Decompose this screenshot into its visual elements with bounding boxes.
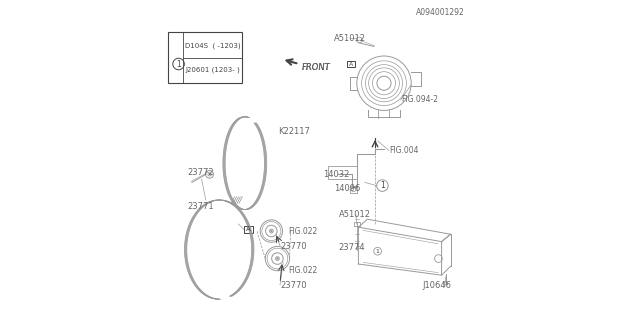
Bar: [349, 186, 357, 193]
Bar: [168, 32, 242, 83]
Text: FRONT: FRONT: [301, 63, 330, 72]
Text: 1: 1: [376, 249, 380, 254]
Text: 1: 1: [380, 181, 385, 190]
Text: 14096: 14096: [334, 184, 361, 193]
Circle shape: [271, 230, 273, 232]
Text: 23772: 23772: [187, 168, 214, 177]
Text: 1: 1: [176, 60, 181, 68]
Text: J20601 (1203- ): J20601 (1203- ): [186, 66, 240, 73]
Bar: [328, 166, 357, 179]
Text: FIG.004: FIG.004: [388, 146, 419, 155]
Text: A51012: A51012: [334, 34, 366, 43]
Text: A51012: A51012: [339, 210, 371, 219]
Text: 23770: 23770: [280, 281, 307, 290]
Text: 14032: 14032: [323, 170, 349, 179]
Text: 23771: 23771: [187, 202, 214, 211]
Text: A: A: [349, 62, 353, 67]
Bar: [354, 222, 360, 226]
Text: J10646: J10646: [422, 281, 451, 290]
Text: A094001292: A094001292: [416, 8, 465, 17]
Bar: [244, 226, 253, 233]
Text: 23770: 23770: [280, 242, 307, 251]
Bar: [347, 61, 355, 67]
Text: FIG.094-2: FIG.094-2: [402, 95, 438, 104]
Circle shape: [276, 258, 278, 260]
Text: FIG.022: FIG.022: [288, 228, 317, 236]
Text: A: A: [246, 227, 251, 232]
Text: FIG.022: FIG.022: [288, 266, 317, 275]
Text: K22117: K22117: [278, 127, 310, 136]
Text: D104S  ( -1203): D104S ( -1203): [186, 43, 241, 49]
Text: 23774: 23774: [339, 243, 365, 252]
Text: FRONT: FRONT: [301, 63, 330, 72]
